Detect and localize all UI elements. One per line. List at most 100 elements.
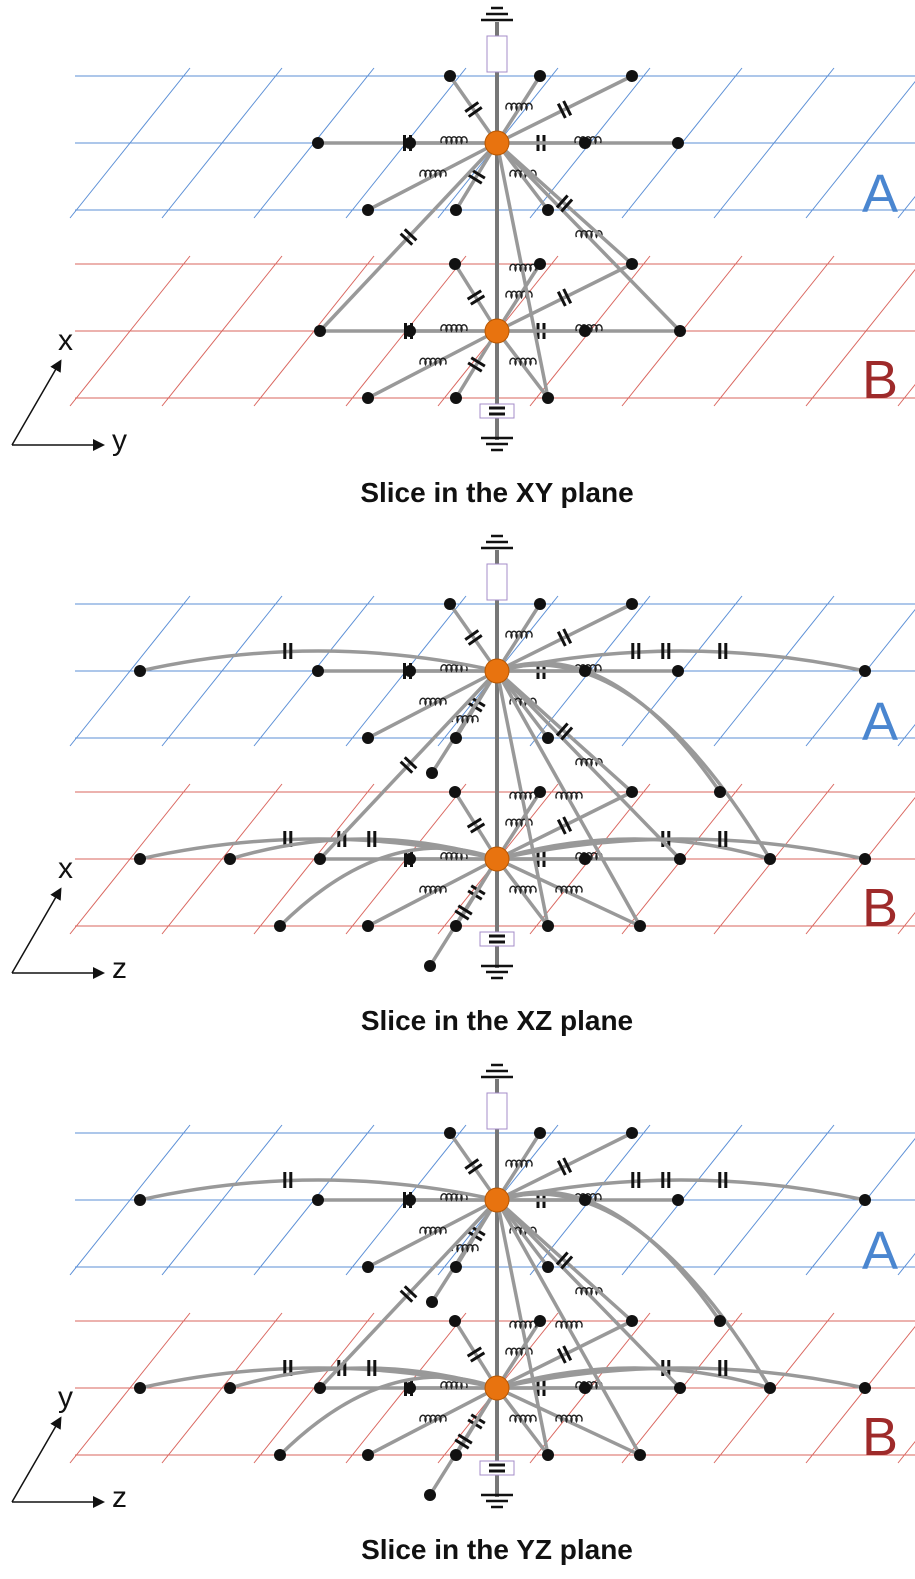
node [444, 1127, 456, 1139]
axis-label: x [58, 852, 73, 885]
panel: xyABSlice in the XY plane [12, 8, 915, 508]
center-node [485, 1376, 509, 1400]
node [714, 786, 726, 798]
axis-label: y [112, 424, 127, 457]
diagram: xyABSlice in the XY planexzABSlice in th… [0, 0, 915, 1579]
node [542, 204, 554, 216]
node [426, 767, 438, 779]
layer-label: A [862, 164, 898, 224]
node [672, 1194, 684, 1206]
node [579, 665, 591, 677]
node [859, 1382, 871, 1394]
node [764, 1382, 776, 1394]
node [859, 1194, 871, 1206]
node [859, 665, 871, 677]
inductor [487, 564, 507, 600]
node [362, 392, 374, 404]
wire [497, 1388, 640, 1455]
center-node [485, 319, 509, 343]
node [274, 1449, 286, 1461]
node [626, 1127, 638, 1139]
node [764, 853, 776, 865]
node [634, 1449, 646, 1461]
node [450, 392, 462, 404]
node [542, 732, 554, 744]
node [672, 137, 684, 149]
node [224, 853, 236, 865]
layer-label: B [862, 1407, 898, 1467]
wire [497, 859, 640, 926]
node [312, 137, 324, 149]
node [404, 137, 416, 149]
node [449, 258, 461, 270]
node [134, 853, 146, 865]
node [424, 1489, 436, 1501]
node [134, 665, 146, 677]
capacitor-box [480, 932, 514, 946]
node [314, 853, 326, 865]
node [579, 1194, 591, 1206]
axis-arrow [12, 362, 60, 445]
axis-arrow [12, 890, 60, 973]
node [542, 1261, 554, 1273]
node [444, 598, 456, 610]
node [672, 665, 684, 677]
layer-label: B [862, 350, 898, 410]
node [404, 853, 416, 865]
node [312, 665, 324, 677]
center-node [485, 131, 509, 155]
node [674, 325, 686, 337]
layer-label: A [862, 1221, 898, 1281]
node [424, 960, 436, 972]
node [626, 258, 638, 270]
node [674, 853, 686, 865]
node [626, 70, 638, 82]
caption: Slice in the YZ plane [361, 1534, 633, 1565]
node [626, 786, 638, 798]
node [404, 325, 416, 337]
node [626, 598, 638, 610]
node [579, 137, 591, 149]
node [404, 1194, 416, 1206]
node [534, 70, 546, 82]
node [224, 1382, 236, 1394]
wire [497, 1194, 770, 1388]
node [534, 1315, 546, 1327]
wire [497, 143, 680, 331]
node [449, 1315, 461, 1327]
axis-label: x [58, 324, 73, 357]
layer-label: A [862, 692, 898, 752]
center-node [485, 659, 509, 683]
center-node [485, 1188, 509, 1212]
layer-label: B [862, 878, 898, 938]
node [534, 598, 546, 610]
node [534, 786, 546, 798]
node [534, 1127, 546, 1139]
node [859, 853, 871, 865]
caption: Slice in the XZ plane [361, 1005, 633, 1036]
axis-label: z [112, 1481, 127, 1514]
node [312, 1194, 324, 1206]
node [449, 786, 461, 798]
panel: x z A B Slice in the XZ plane [12, 536, 915, 1036]
inductor [487, 1093, 507, 1129]
node [542, 920, 554, 932]
node [450, 204, 462, 216]
node [362, 732, 374, 744]
node [534, 258, 546, 270]
node [450, 920, 462, 932]
node [362, 204, 374, 216]
node [362, 1449, 374, 1461]
node [542, 1449, 554, 1461]
node [579, 853, 591, 865]
node [362, 920, 374, 932]
node [634, 920, 646, 932]
node [542, 392, 554, 404]
node [314, 1382, 326, 1394]
node [274, 920, 286, 932]
node [450, 1449, 462, 1461]
node [134, 1382, 146, 1394]
center-node [485, 847, 509, 871]
axis-label: z [112, 952, 127, 985]
